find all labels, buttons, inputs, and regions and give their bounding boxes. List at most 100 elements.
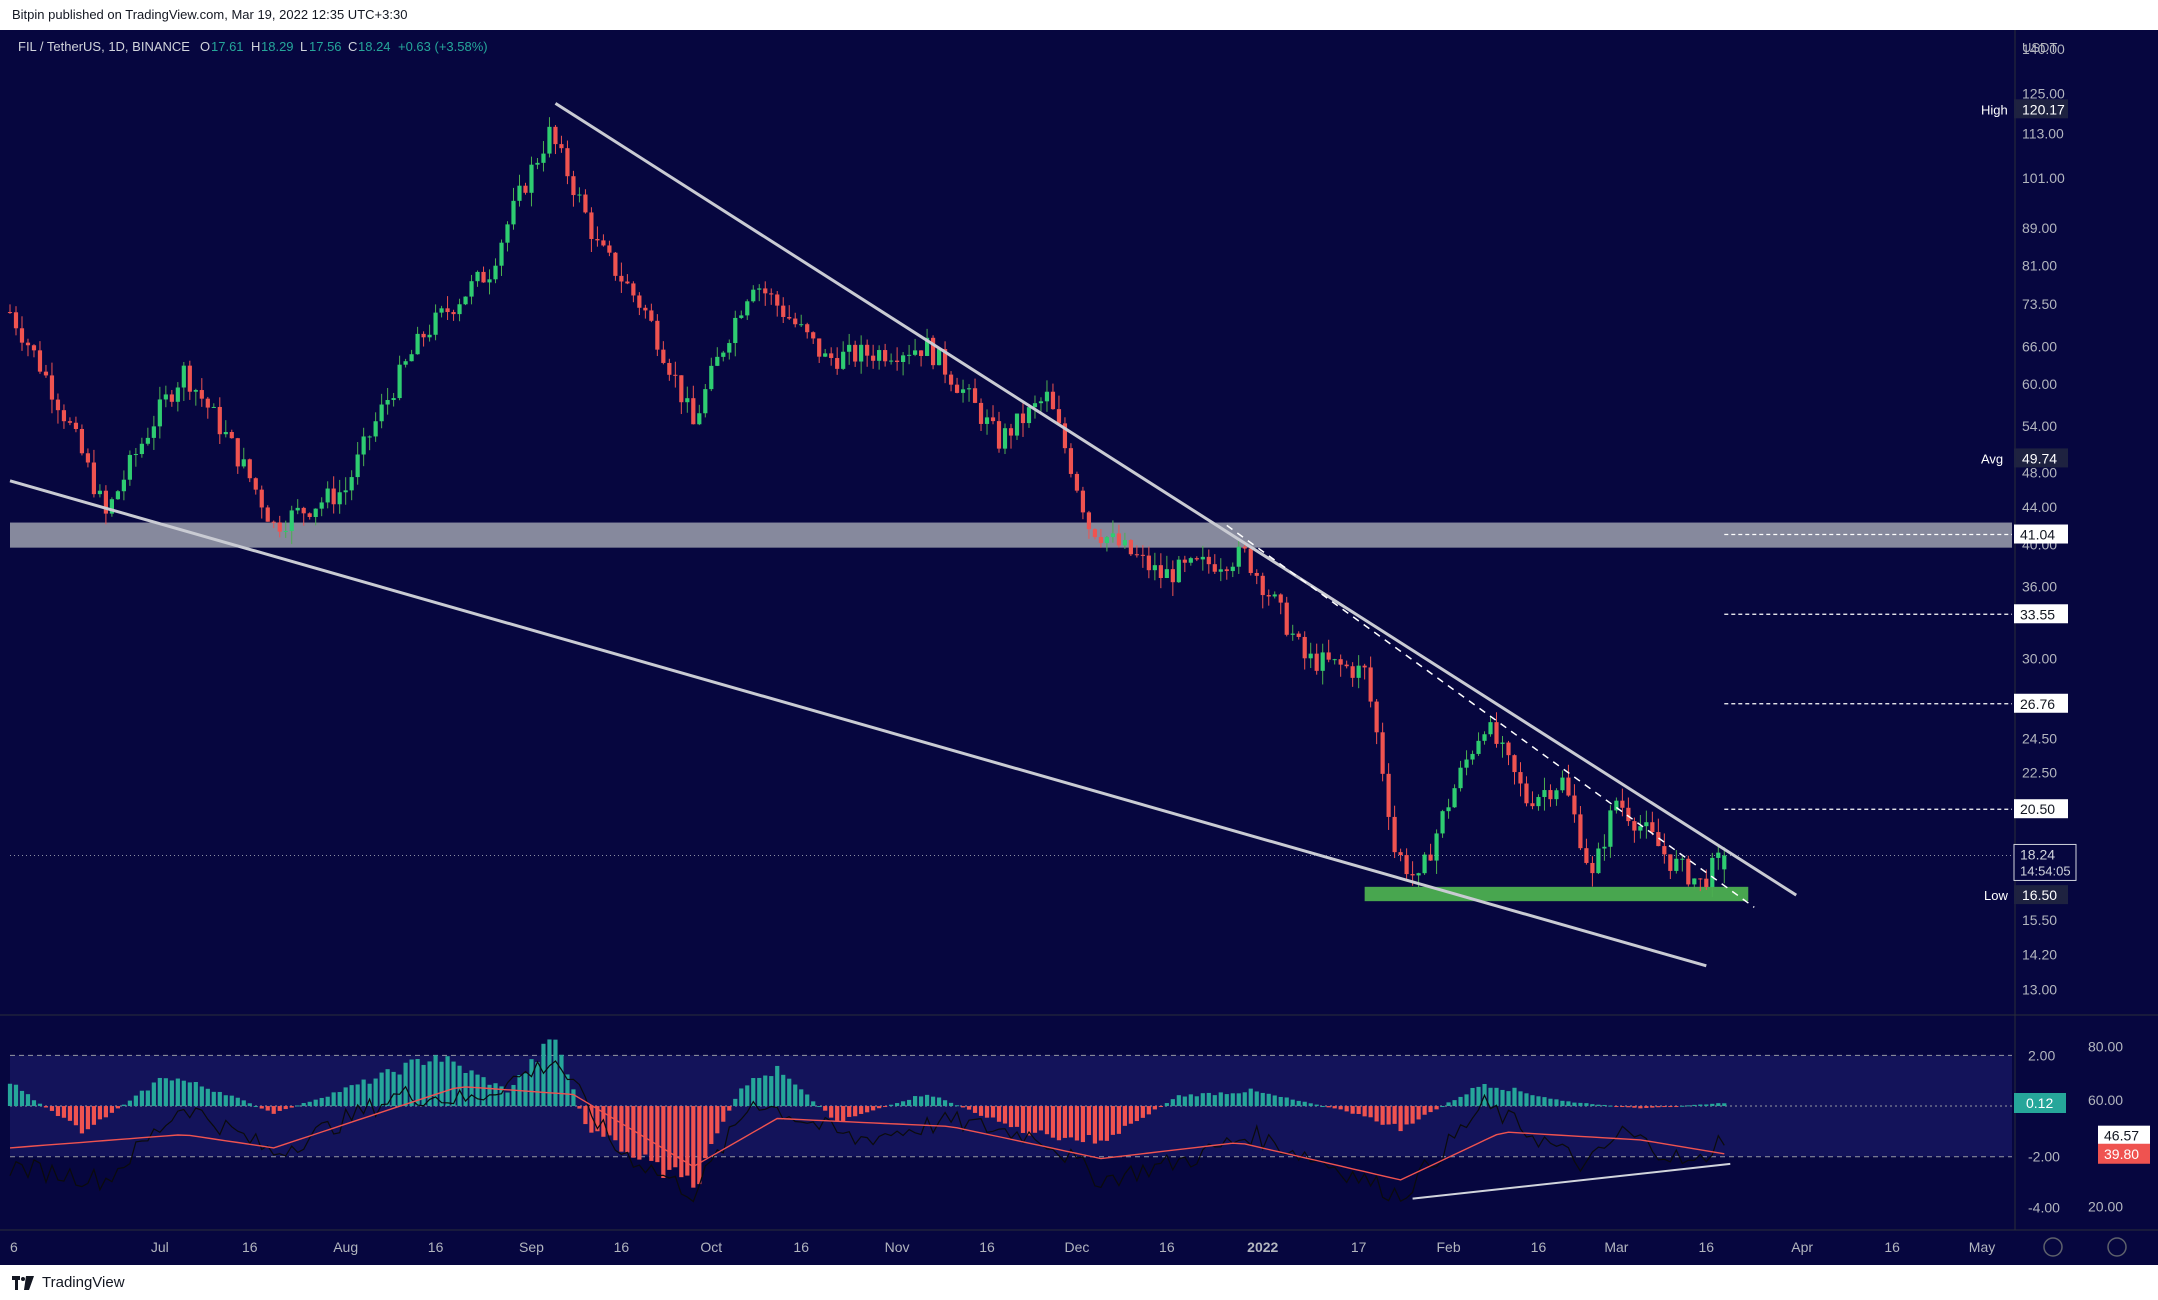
candle-body <box>1338 659 1343 665</box>
candle-body <box>895 360 900 362</box>
level-value-box <box>2014 799 2068 819</box>
histogram-bar <box>1470 1087 1475 1107</box>
candle-body <box>109 499 114 514</box>
auto-scale-button[interactable] <box>2043 1237 2063 1257</box>
candle-body <box>37 350 43 372</box>
candle-body <box>73 422 79 430</box>
candle-body <box>1314 653 1319 671</box>
histogram-bar <box>877 1106 882 1109</box>
histogram-bar <box>1080 1106 1086 1143</box>
histogram-bar <box>1380 1106 1385 1125</box>
histogram-bar <box>1206 1092 1211 1107</box>
candle-body <box>1230 566 1235 572</box>
candle-body <box>13 312 19 329</box>
candle-body <box>697 413 702 425</box>
time-tick-label: 16 <box>1531 1239 1547 1255</box>
histogram-bar <box>865 1106 870 1113</box>
candle-body <box>930 337 936 366</box>
histogram-bar <box>1434 1106 1439 1110</box>
candle-body <box>637 295 642 308</box>
candle-body <box>1398 852 1403 856</box>
histogram-bar <box>643 1106 648 1155</box>
histogram-bar <box>966 1106 972 1110</box>
histogram-bar <box>1152 1106 1157 1110</box>
divergence-line[interactable] <box>1412 1162 1731 1200</box>
histogram-bar <box>1332 1106 1337 1109</box>
histogram-bar <box>247 1103 252 1107</box>
candle-body <box>1134 554 1139 556</box>
histogram-bar <box>355 1084 360 1107</box>
histogram-bar <box>1188 1094 1193 1107</box>
histogram-bar <box>133 1095 138 1107</box>
histogram-bar <box>457 1065 462 1107</box>
histogram-bar <box>1464 1094 1469 1107</box>
marker-label-box <box>1975 448 2011 468</box>
dashed-trendline[interactable] <box>1226 524 1755 908</box>
histogram-bar <box>205 1088 210 1107</box>
resistance-zone[interactable] <box>10 522 2012 548</box>
candle-body <box>1578 814 1583 849</box>
histogram-bar <box>577 1106 582 1109</box>
time-tick-label: 16 <box>614 1239 630 1255</box>
candle-body <box>193 390 198 392</box>
candle-body <box>655 320 660 350</box>
histogram-bar <box>1170 1099 1175 1107</box>
time-tick-label: Nov <box>885 1239 910 1255</box>
candle-body <box>1488 722 1493 735</box>
time-tick-label: Apr <box>1791 1239 1813 1255</box>
histogram-bar <box>475 1074 480 1107</box>
histogram-bar <box>451 1061 456 1107</box>
histogram-bar <box>1140 1106 1145 1118</box>
candle-body <box>799 324 804 326</box>
candle-body <box>517 185 522 201</box>
trendline[interactable] <box>554 102 1798 897</box>
candle-body <box>7 312 13 314</box>
candle-body <box>445 308 450 313</box>
histogram-bar <box>942 1100 948 1107</box>
histogram-bar <box>769 1076 774 1107</box>
candle-body <box>1662 846 1667 855</box>
candle-body <box>481 271 486 283</box>
candle-body <box>1248 548 1253 573</box>
candle-body <box>457 304 462 315</box>
candle-body <box>343 490 348 493</box>
price-tick-label: 13.00 <box>2022 981 2057 997</box>
candle-body <box>1236 546 1241 567</box>
candle-body <box>1704 878 1709 888</box>
histogram-bar <box>1308 1103 1313 1107</box>
histogram-bar <box>319 1097 324 1107</box>
candle-body <box>1308 653 1313 659</box>
candle-body <box>709 365 714 390</box>
chart[interactable]: 140.00 125.00 113.00 101.00 89.00 81.00 73.50 6… <box>0 30 2158 1265</box>
histogram-bar <box>667 1106 672 1170</box>
candle-body <box>127 454 132 480</box>
candle-body <box>787 316 792 319</box>
histogram-bar <box>1098 1106 1104 1141</box>
candle-body <box>1188 558 1193 563</box>
histogram-bar <box>109 1106 114 1113</box>
support-zone[interactable] <box>1364 886 1749 902</box>
histogram-bar <box>1038 1106 1044 1131</box>
histogram-bar <box>235 1097 240 1107</box>
histogram-value-box <box>2014 1093 2066 1113</box>
histogram-bar <box>523 1073 528 1107</box>
last-price-value: 18.24 <box>2020 846 2055 862</box>
log-scale-button[interactable] <box>2107 1237 2127 1257</box>
candle-body <box>259 489 264 508</box>
histogram-bar <box>1446 1102 1451 1107</box>
candle-body <box>1290 633 1295 635</box>
candle-body <box>865 344 870 356</box>
histogram-bar <box>1458 1096 1463 1107</box>
histogram-bar <box>871 1106 876 1111</box>
candle-body <box>703 389 708 414</box>
candle-body <box>978 402 984 424</box>
histogram-bar <box>1014 1106 1020 1127</box>
histogram-bar <box>1302 1101 1307 1107</box>
histogram-bar <box>583 1106 588 1125</box>
histogram-bar <box>1062 1106 1068 1138</box>
candle-body <box>1518 772 1523 784</box>
histogram-bar <box>1506 1091 1511 1107</box>
trendline[interactable] <box>9 479 1707 968</box>
axis-buttons[interactable] <box>2043 1237 2127 1257</box>
candle-body <box>679 375 684 403</box>
